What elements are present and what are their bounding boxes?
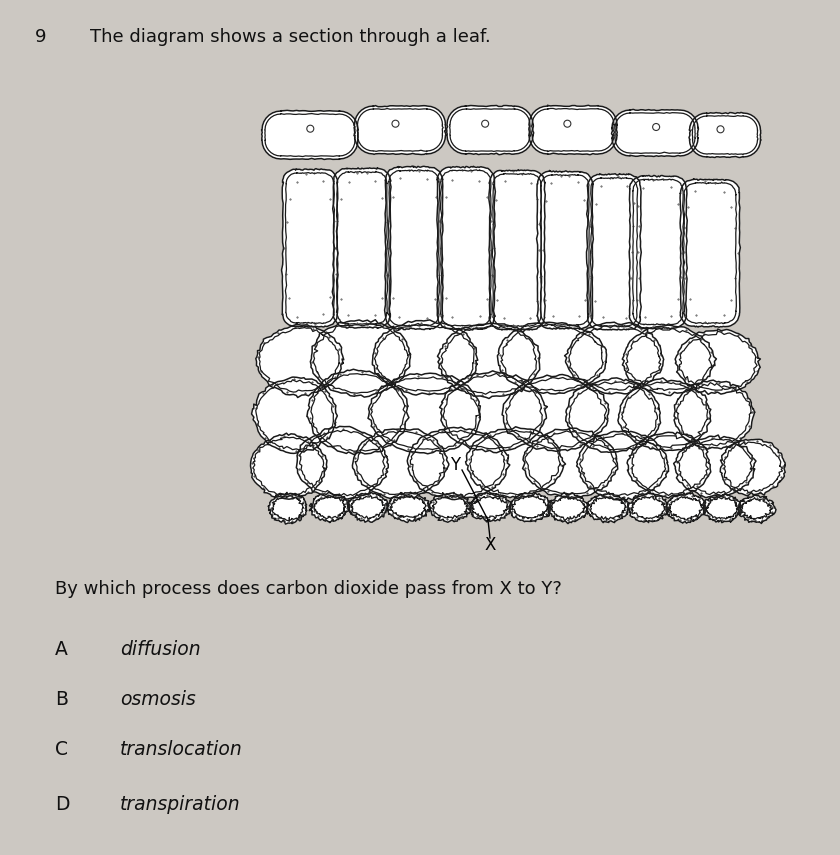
Polygon shape — [509, 492, 551, 522]
Polygon shape — [522, 428, 617, 498]
Polygon shape — [250, 433, 327, 499]
Polygon shape — [438, 323, 540, 398]
Text: D: D — [55, 795, 70, 814]
Polygon shape — [537, 171, 593, 329]
Polygon shape — [385, 166, 443, 330]
Polygon shape — [353, 428, 449, 498]
Polygon shape — [622, 325, 717, 396]
Polygon shape — [586, 492, 629, 522]
Polygon shape — [674, 435, 756, 498]
Text: Y: Y — [450, 456, 460, 474]
Text: translocation: translocation — [120, 740, 243, 759]
Polygon shape — [255, 324, 344, 398]
Polygon shape — [310, 320, 411, 397]
Polygon shape — [627, 433, 711, 498]
Text: C: C — [55, 740, 68, 759]
Text: osmosis: osmosis — [120, 690, 196, 709]
Polygon shape — [407, 428, 510, 499]
Polygon shape — [261, 110, 358, 159]
Polygon shape — [354, 105, 446, 155]
Polygon shape — [386, 492, 431, 522]
Polygon shape — [437, 166, 496, 330]
Text: transpiration: transpiration — [120, 795, 240, 814]
Polygon shape — [612, 109, 698, 156]
Polygon shape — [564, 322, 664, 394]
Text: The diagram shows a section through a leaf.: The diagram shows a section through a le… — [90, 28, 491, 46]
Polygon shape — [618, 378, 711, 451]
Polygon shape — [333, 168, 391, 328]
Text: B: B — [55, 690, 68, 709]
Text: A: A — [55, 640, 68, 659]
Polygon shape — [309, 492, 350, 522]
Text: diffusion: diffusion — [120, 640, 201, 659]
Text: X: X — [485, 536, 496, 554]
Polygon shape — [372, 320, 478, 395]
Polygon shape — [680, 179, 740, 327]
Polygon shape — [348, 492, 389, 522]
Polygon shape — [529, 105, 617, 155]
Polygon shape — [666, 492, 706, 523]
Polygon shape — [689, 112, 761, 157]
Polygon shape — [439, 371, 547, 452]
Polygon shape — [469, 492, 512, 522]
Text: 9: 9 — [35, 28, 46, 46]
Polygon shape — [251, 377, 338, 453]
Polygon shape — [489, 169, 545, 331]
Polygon shape — [307, 369, 409, 455]
Polygon shape — [548, 492, 589, 523]
Polygon shape — [497, 322, 606, 394]
Polygon shape — [627, 492, 669, 522]
Polygon shape — [674, 380, 754, 449]
Polygon shape — [281, 168, 338, 327]
Polygon shape — [586, 174, 641, 330]
Polygon shape — [465, 427, 565, 498]
Polygon shape — [702, 494, 742, 522]
Polygon shape — [429, 492, 471, 522]
Polygon shape — [566, 378, 660, 452]
Polygon shape — [738, 495, 776, 523]
Polygon shape — [720, 439, 785, 496]
Polygon shape — [576, 431, 669, 500]
Polygon shape — [368, 373, 480, 454]
Polygon shape — [675, 329, 760, 394]
Text: By which process does carbon dioxide pass from X to Y?: By which process does carbon dioxide pas… — [55, 580, 562, 598]
Polygon shape — [629, 175, 687, 329]
Polygon shape — [447, 105, 533, 155]
Polygon shape — [297, 427, 388, 499]
Polygon shape — [502, 374, 609, 451]
Polygon shape — [268, 492, 307, 524]
